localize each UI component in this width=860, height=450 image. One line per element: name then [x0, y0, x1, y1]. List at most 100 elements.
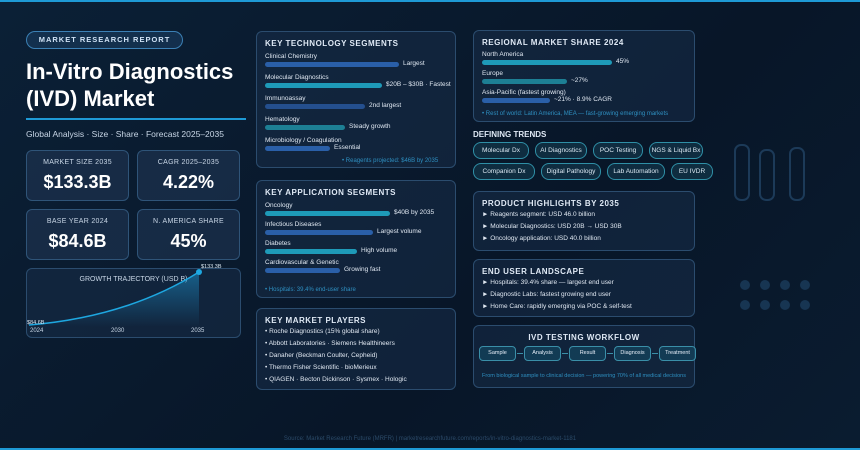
player: • Danaher (Beckman Coulter, Cepheid) [265, 352, 378, 359]
segment-note: $20B – $30B · Fastest [386, 81, 451, 88]
bullet: ► Home Care: rapidly emerging via POC & … [482, 303, 632, 310]
title: In-Vitro Diagnostics (IVD) Market [26, 59, 234, 111]
segment-bar [482, 60, 612, 65]
player: • Thermo Fisher Scientific · bioMerieux [265, 364, 377, 371]
growth-end: $133.3B [201, 264, 222, 270]
stat-label: N. AMERICA SHARE [153, 218, 224, 225]
stat-value: 45% [170, 231, 207, 251]
segment-bar [265, 62, 399, 67]
workflow-step: Analysis [524, 346, 561, 361]
bullet: ► Reagents segment: USD 46.0 billion [482, 211, 596, 218]
segment-note: ~21% · 8.9% CAGR [554, 96, 612, 103]
segment-note: Essential [334, 144, 361, 151]
panel-title: KEY APPLICATION SEGMENTS [265, 188, 396, 197]
player: • Roche Diagnostics (15% global share) [265, 328, 380, 335]
trend-tag: Companion Dx [473, 163, 535, 180]
workflow-step: Sample [479, 346, 516, 361]
segment-note: Largest [403, 60, 425, 67]
applications-panel: KEY APPLICATION SEGMENTS Oncology $40B by … [256, 180, 456, 298]
footnote: • Reagents projected: $46B by 2035 [342, 158, 439, 164]
growth-line [28, 271, 200, 326]
workflow-arrow [652, 353, 658, 354]
bullet: ► Hospitals: 39.4% share — largest end u… [482, 279, 614, 286]
decoration [734, 144, 810, 310]
footnote: • Rest of world: Latin America, MEA — fa… [482, 111, 669, 117]
workflow-step: Diagnosis [614, 346, 651, 361]
growth-x: 2035 [191, 328, 205, 334]
segment-bar [482, 98, 550, 103]
segment-name: Immunoassay [265, 95, 306, 102]
panel-title: KEY MARKET PLAYERS [265, 316, 367, 325]
bullet: ► Diagnostic Labs: fastest growing end u… [482, 291, 611, 298]
growth-point [196, 269, 202, 275]
segment-name: Europe [482, 70, 503, 77]
growth-area [29, 272, 199, 327]
segment-name: Molecular Diagnostics [265, 74, 329, 81]
segment-note: Growing fast [344, 266, 381, 273]
segment-note: ~27% [571, 77, 588, 84]
stat-card: MARKET SIZE 2035 $133.3B [26, 150, 129, 201]
player: • QIAGEN · Becton Dickinson · Sysmex · H… [265, 376, 407, 383]
segment-bar [265, 230, 373, 235]
players-panel: KEY MARKET PLAYERS • Roche Diagnostics (1… [256, 308, 456, 390]
end-users-panel: END USER LANDSCAPE ► Hospitals: 39.4% sha… [473, 259, 695, 317]
stat-card: BASE YEAR 2024 $84.6B [26, 209, 129, 260]
segment-bar [482, 79, 567, 84]
trend-tag: EU IVDR [671, 163, 713, 180]
source: Source: Market Research Future (MRFR) | … [283, 436, 577, 442]
trend-tag: Digital Pathology [541, 163, 601, 180]
segment-note: 45% [616, 58, 630, 65]
bullet: ► Oncology application: USD 40.0 billion [482, 235, 601, 242]
trend-tag: Lab Automation [607, 163, 665, 180]
segment-bar [265, 268, 340, 273]
growth-x: 2030 [111, 328, 125, 334]
growth-start: $84.6B [27, 320, 45, 326]
segment-name: Oncology [265, 202, 293, 209]
player: • Abbott Laboratories · Siemens Healthin… [265, 340, 395, 347]
regional-panel: REGIONAL MARKET SHARE 2024 North America 4… [473, 30, 695, 122]
footnote: • Hospitals: 39.4% end-user share [265, 287, 356, 293]
growth-panel: GROWTH TRAJECTORY (USD B) $84.6B $133.3B… [26, 264, 241, 338]
title-rule [26, 118, 246, 120]
stat-card: N. AMERICA SHARE 45% [137, 209, 240, 260]
trend-tag: NGS & Liquid Bx [649, 142, 703, 159]
segment-note: Largest volume [377, 228, 422, 235]
technology-panel: KEY TECHNOLOGY SEGMENTS Clinical Chemistr… [256, 31, 456, 168]
stat-value: $133.3B [43, 172, 112, 192]
trends-title: DEFINING TRENDS [473, 130, 547, 139]
growth-title: GROWTH TRAJECTORY (USD B) [79, 276, 188, 283]
workflow-step: Treatment [659, 346, 696, 361]
workflow-caption: From biological sample to clinical decis… [482, 373, 686, 379]
growth-curve [28, 269, 202, 327]
workflow-arrow [562, 353, 568, 354]
stat-value: $84.6B [48, 231, 107, 251]
stat-value: 4.22% [162, 172, 215, 192]
workflow-arrow [517, 353, 523, 354]
segment-name: Cardiovascular & Genetic [265, 259, 339, 266]
segment-name: Clinical Chemistry [265, 53, 318, 60]
stat-card: CAGR 2025–2035 4.22% [137, 150, 240, 201]
panel-title: END USER LANDSCAPE [482, 267, 585, 276]
segment-note: $40B by 2035 [394, 209, 435, 216]
segment-bar [265, 146, 330, 151]
growth-x: 2024 [30, 328, 44, 334]
stat-label: MARKET SIZE 2035 [43, 159, 112, 166]
segment-name: Diabetes [265, 240, 291, 247]
bullet: ► Molecular Diagnostics: USD 20B → USD 3… [482, 223, 622, 230]
segment-bar [265, 249, 357, 254]
workflow-arrow [607, 353, 613, 354]
segment-bar [265, 83, 382, 88]
stat-label: BASE YEAR 2024 [46, 218, 109, 225]
highlights-panel: PRODUCT HIGHLIGHTS BY 2035 ► Reagents seg… [473, 191, 695, 251]
panel-title: REGIONAL MARKET SHARE 2024 [482, 38, 624, 47]
segment-name: North America [482, 51, 524, 58]
top-rule [0, 0, 860, 2]
segment-bar [265, 125, 345, 130]
segment-name: Infectious Diseases [265, 221, 322, 228]
trend-tag: Molecular Dx [473, 142, 529, 159]
segment-name: Microbiology / Coagulation [265, 137, 342, 144]
segment-note: High volume [361, 247, 398, 254]
segment-bar [265, 104, 365, 109]
bottom-rule [0, 448, 860, 450]
